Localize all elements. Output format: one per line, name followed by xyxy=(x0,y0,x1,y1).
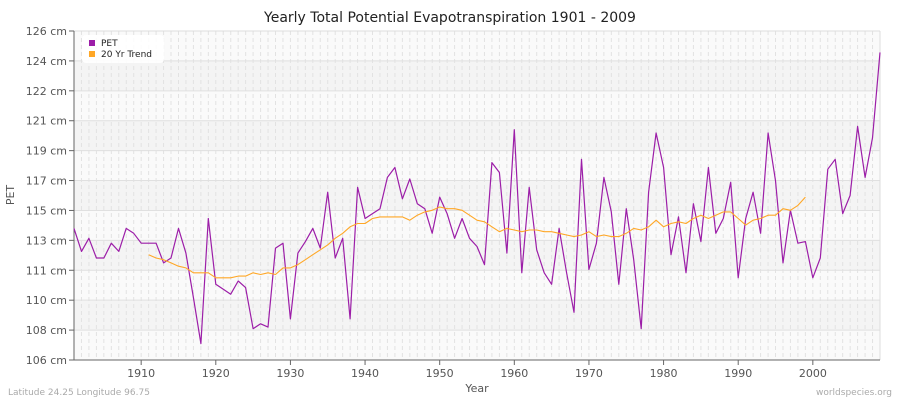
x-tick-label: 1920 xyxy=(202,367,230,380)
y-tick-label: 119 cm xyxy=(26,145,67,158)
chart-title: Yearly Total Potential Evapotranspiratio… xyxy=(263,10,636,26)
x-tick-label: 1950 xyxy=(426,367,454,380)
y-tick-label: 106 cm xyxy=(26,354,67,367)
y-tick-label: 113 cm xyxy=(26,234,67,247)
y-tick-label: 108 cm xyxy=(26,324,67,337)
pet-series-line xyxy=(73,52,881,345)
x-tick-label: 1960 xyxy=(500,367,528,380)
y-tick-label: 115 cm xyxy=(26,204,67,217)
x-tick-label: 1980 xyxy=(650,367,678,380)
footer-location: Latitude 24.25 Longitude 96.75 xyxy=(8,388,150,398)
trend-series-line xyxy=(148,196,806,279)
x-tick-label: 1940 xyxy=(351,367,379,380)
y-tick-label: 124 cm xyxy=(26,55,67,68)
y-tick-label: 117 cm xyxy=(26,175,67,188)
y-axis-label: PET xyxy=(4,185,17,206)
x-tick-label: 1970 xyxy=(575,367,603,380)
grid-lines xyxy=(73,30,881,361)
x-tick-label: 1910 xyxy=(127,367,155,380)
axes: 106 cm 108 cm 110 cm 111 cm 113 cm 115 cm 117 … xyxy=(26,25,881,380)
series-lines xyxy=(73,52,881,345)
x-tick-label: 1990 xyxy=(724,367,752,380)
y-tick-label: 121 cm xyxy=(26,115,67,128)
x-tick-label: 1930 xyxy=(276,367,304,380)
legend-label-pet: PET xyxy=(101,39,118,49)
y-tick-label: 111 cm xyxy=(26,264,67,277)
legend-swatch-trend xyxy=(89,51,95,57)
legend-label-trend: 20 Yr Trend xyxy=(101,50,152,60)
x-tick-label: 2000 xyxy=(799,367,827,380)
legend-swatch-pet xyxy=(89,40,95,46)
y-tick-label: 126 cm xyxy=(26,25,67,38)
legend: PET 20 Yr Trend xyxy=(82,35,164,63)
x-axis-label: Year xyxy=(464,382,489,395)
footer-source: worldspecies.org xyxy=(816,388,892,398)
y-tick-label: 110 cm xyxy=(26,294,67,307)
y-tick-label: 122 cm xyxy=(26,85,67,98)
